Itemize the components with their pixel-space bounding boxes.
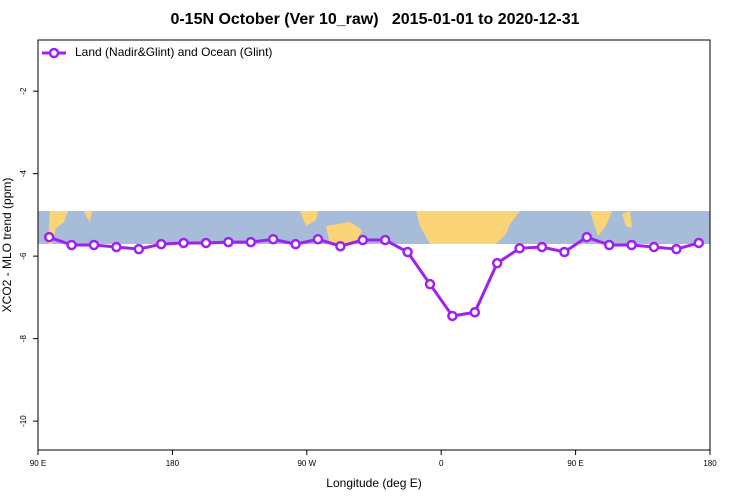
data-point [155, 238, 167, 250]
data-point [626, 239, 637, 251]
data-point [559, 246, 570, 258]
x-tick-label: 90 W [297, 459, 316, 468]
data-point [312, 233, 324, 245]
y-tick-label: -2 [19, 87, 28, 95]
legend-label: Land (Nadir&Glint) and Ocean (Glint) [75, 45, 272, 59]
data-point [491, 257, 503, 269]
data-point [693, 237, 705, 249]
data-point [290, 238, 301, 250]
data-point [335, 240, 346, 252]
data-point [200, 237, 212, 249]
data-line [48, 235, 700, 318]
data-point [671, 243, 682, 255]
x-tick-label: 180 [703, 459, 717, 468]
data-point [267, 233, 279, 245]
data-point [447, 310, 458, 322]
data-point [581, 231, 593, 243]
x-tick-label: 0 [439, 459, 444, 468]
data-point [424, 278, 436, 290]
y-tick-label: -10 [19, 415, 28, 427]
y-tick-label: -8 [19, 335, 28, 343]
y-axis-label: XCO2 - MLO trend (ppm) [0, 178, 14, 313]
x-tick-label: 90 E [30, 459, 46, 468]
data-point [66, 239, 77, 251]
x-axis-label: Longitude (deg E) [326, 476, 421, 490]
data-point [133, 243, 145, 255]
data-point [245, 236, 257, 248]
data-point [648, 241, 660, 253]
data-point [178, 237, 189, 249]
data-point [111, 241, 122, 253]
data-point [402, 246, 413, 258]
y-tick-label: -6 [19, 252, 28, 260]
data-point [603, 239, 615, 251]
data-point [379, 234, 391, 246]
data-point [357, 234, 369, 246]
plot-frame [37, 39, 711, 451]
data-point [223, 236, 234, 248]
data-point [469, 306, 481, 318]
data-point [514, 243, 525, 254]
data-point [536, 241, 548, 253]
chart-title: 0-15N October (Ver 10_raw) 2015-01-01 to… [170, 11, 579, 28]
x-tick-label: 90 E [567, 459, 583, 468]
map-background [38, 211, 710, 244]
data-point [88, 239, 100, 251]
x-tick-label: 180 [166, 459, 180, 468]
y-tick-label: -4 [19, 170, 28, 178]
data-point [43, 231, 55, 243]
legend-marker [48, 47, 60, 59]
